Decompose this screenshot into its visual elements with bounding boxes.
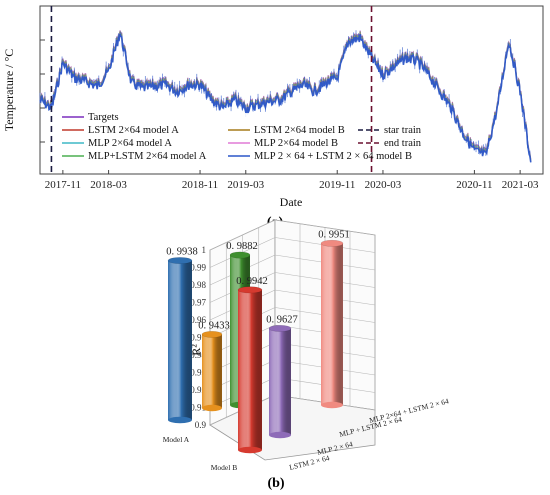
z-axis-label: R² [189, 344, 203, 356]
x-tick-label: 2020-03 [365, 179, 402, 191]
bar-bottom-cap [238, 446, 262, 454]
z-tick-label: 0.91 [190, 403, 206, 413]
panel-label-b: (b) [267, 476, 284, 491]
legend-label: MLP 2×64 model A [88, 138, 172, 149]
structure-label: MLP 2×64 + LSTM 2 × 64 [368, 396, 450, 425]
model-label: Model B [211, 463, 237, 472]
legend-label: MLP 2 × 64 + LSTM 2 × 64 model B [254, 151, 412, 162]
y-axis-label: Temperature / °C [2, 49, 16, 132]
bar-top-cap [201, 330, 223, 338]
legend-box [60, 113, 330, 169]
legend-label: star train [384, 125, 422, 136]
z-tick-label: 0.96 [190, 315, 206, 325]
x-axis-ticks: 2017-11 2018-03 2018-11 2019-03 2019-11 2020-… [45, 170, 539, 191]
z-tick-label: 0.92 [190, 385, 206, 395]
x-tick-label: 2021-03 [502, 179, 539, 191]
z-tick-label: 0.98 [190, 280, 206, 290]
bar-bottom-cap [269, 431, 291, 439]
bar-value-label: 0. 9627 [266, 314, 298, 325]
legend-label: Targets [88, 112, 119, 123]
z-tick-label: 0.93 [190, 368, 206, 378]
legend-label: MLP+LSTM 2×64 model A [88, 151, 207, 162]
bar-top-cap [229, 251, 251, 259]
legend: Targets LSTM 2×64 model A MLP 2×64 model A… [60, 112, 422, 169]
z-tick-label: 0.97 [190, 298, 206, 308]
z-tick-label: 1 [202, 245, 207, 255]
legend-label: LSTM 2×64 model A [88, 125, 179, 136]
bar-shade [321, 243, 343, 405]
legend-label: MLP 2×64 model B [254, 138, 338, 149]
series-group [39, 30, 532, 163]
bar-top-cap [167, 257, 193, 264]
legend-label: LSTM 2×64 model B [254, 125, 345, 136]
x-tick-label: 2017-11 [45, 179, 81, 191]
bar-bottom-cap [321, 401, 343, 409]
bar-shade [238, 289, 262, 450]
bars-group: 0. 9882 0. 9433 0. 9938 0. 9951 0. 9627 0. 99… [166, 229, 350, 454]
x-axis-label: Date [280, 195, 303, 209]
x-tick-label: 2018-11 [182, 179, 218, 191]
legend-label: end train [384, 138, 422, 149]
bar-value-label: 0. 9951 [318, 229, 350, 240]
bar: 0. 9951 [318, 229, 350, 409]
bar: 0. 9433 [198, 320, 230, 412]
line-chart-panel: 2017-11 2018-03 2018-11 2019-03 2019-11 2020-… [2, 5, 544, 230]
z-axis-ticks: 0.9 0.91 0.92 0.93 0.94 0.95 0.96 0.97 0.98 0.99 1 [190, 245, 206, 430]
x-tick-label: 2020-11 [456, 179, 492, 191]
train-markers [50, 6, 373, 174]
z-tick-label: 0.9 [195, 420, 207, 430]
x-tick-label: 2018-03 [90, 179, 127, 191]
model-label: Model A [163, 435, 190, 444]
z-tick-label: 0.99 [190, 263, 206, 273]
z-tick-label: 0.94 [190, 350, 206, 360]
bar-value-label: 0. 9938 [166, 247, 198, 258]
bar-top-cap [268, 324, 292, 332]
z-tick-label: 0.95 [190, 333, 206, 343]
x-tick-label: 2019-03 [227, 179, 264, 191]
bar-bottom-cap [168, 416, 192, 424]
bar-shade [168, 260, 192, 420]
bar3d-chart-panel: 0.9 0.91 0.92 0.93 0.94 0.95 0.96 0.97 0.98 0.99 1… [163, 219, 450, 491]
bar-value-label: 0. 9433 [198, 320, 230, 331]
bar-value-label: 0. 9882 [226, 241, 258, 252]
bar: 0. 9938 [166, 247, 198, 424]
bar-top-cap [237, 286, 263, 294]
bar-top-cap [320, 239, 344, 247]
y-axis-ticks [40, 39, 45, 143]
bar-shade [202, 334, 222, 408]
x-tick-label: 2019-11 [319, 179, 355, 191]
bar: 0. 9627 [266, 314, 298, 439]
bar-value-label: 0. 9942 [236, 276, 268, 287]
bar-shade [269, 328, 291, 435]
bar: 0. 9942 [236, 276, 268, 454]
bar-bottom-cap [202, 404, 222, 412]
